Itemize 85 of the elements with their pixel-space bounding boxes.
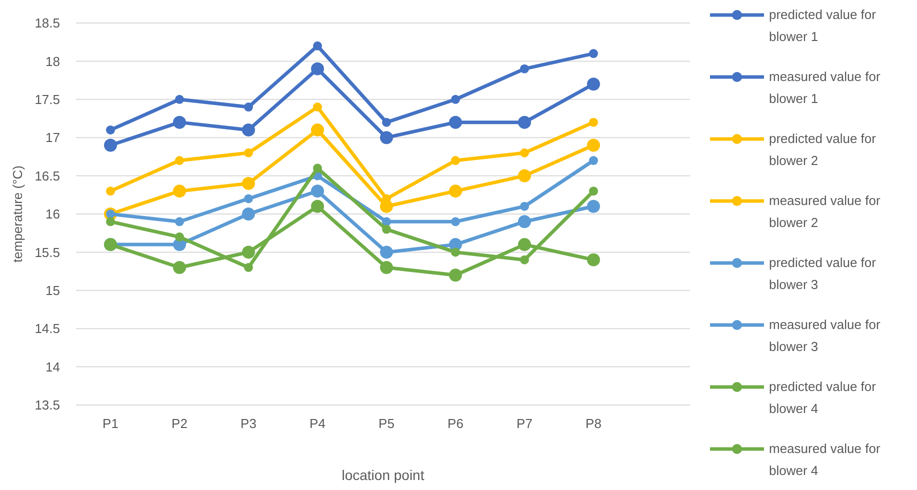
- point: [589, 118, 598, 127]
- point: [449, 116, 462, 129]
- point: [589, 49, 598, 58]
- point: [451, 217, 460, 226]
- y-tick-label: 15: [46, 282, 60, 298]
- point: [380, 131, 393, 144]
- point: [451, 156, 460, 166]
- point: [451, 94, 460, 104]
- point: [520, 64, 529, 74]
- x-tick-label: P4: [310, 416, 326, 431]
- point: [244, 102, 253, 112]
- point: [313, 164, 322, 173]
- legend-label: predicted value for blower 2: [769, 131, 877, 168]
- point: [587, 253, 600, 266]
- y-tick-label: 18: [46, 54, 60, 69]
- y-tick-label: 17.5: [34, 92, 60, 107]
- point: [244, 262, 253, 272]
- y-tick-label: 16: [46, 206, 60, 222]
- y-tick-label: 18.5: [34, 16, 60, 31]
- point: [173, 116, 186, 129]
- legend-label: predicted value for blower 4: [769, 379, 877, 416]
- point: [589, 186, 598, 196]
- point: [380, 260, 393, 274]
- point: [311, 62, 324, 76]
- x-tick-label: P8: [586, 416, 602, 431]
- point: [106, 217, 115, 226]
- x-axis-title: location point: [342, 467, 424, 483]
- x-tick-label: P3: [240, 416, 256, 431]
- x-tick-label: P5: [378, 416, 394, 431]
- legend-label: measured value for blower 1: [769, 69, 881, 106]
- y-tick-label: 17: [46, 130, 60, 146]
- point: [244, 148, 253, 158]
- point: [242, 208, 255, 220]
- point: [244, 194, 253, 204]
- point: [451, 248, 460, 257]
- y-tick-label: 15.5: [34, 244, 60, 260]
- point: [311, 123, 324, 136]
- x-tick-label: P6: [448, 416, 464, 431]
- point: [587, 78, 600, 91]
- point: [587, 200, 600, 213]
- y-axis-title: temperature (°C): [10, 166, 25, 262]
- x-tick-label: P7: [516, 416, 532, 431]
- legend-label: measured value for blower 4: [769, 441, 881, 478]
- point: [313, 41, 322, 50]
- point: [175, 94, 184, 104]
- y-tick-label: 13.5: [34, 398, 60, 413]
- point: [382, 217, 391, 226]
- point: [520, 255, 529, 264]
- point: [449, 184, 462, 198]
- y-tick-label: 16.5: [34, 168, 60, 184]
- point: [242, 246, 255, 259]
- point: [242, 123, 255, 136]
- point: [311, 184, 324, 198]
- point: [175, 156, 184, 166]
- legend-label: predicted value for blower 3: [769, 255, 877, 292]
- point: [173, 260, 186, 274]
- legend-label: predicted value for blower 1: [769, 7, 877, 44]
- point: [106, 125, 115, 134]
- legend-label: measured value for blower 3: [769, 317, 881, 354]
- point: [449, 268, 462, 282]
- point: [518, 238, 531, 252]
- point: [382, 118, 391, 127]
- point: [311, 200, 324, 213]
- point: [173, 184, 186, 198]
- point: [106, 186, 115, 196]
- point: [518, 215, 531, 228]
- x-tick-label: P1: [102, 416, 118, 431]
- point: [520, 202, 529, 211]
- x-tick-label: P2: [172, 416, 188, 431]
- point: [175, 217, 184, 226]
- point: [313, 102, 322, 112]
- point: [589, 156, 598, 166]
- point: [242, 176, 255, 190]
- point: [380, 246, 393, 259]
- point: [518, 116, 531, 129]
- legend-label: measured value for blower 2: [769, 193, 881, 230]
- point: [520, 148, 529, 158]
- point: [104, 138, 117, 152]
- y-tick-label: 14: [46, 359, 60, 374]
- point: [380, 200, 393, 213]
- point: [518, 169, 531, 182]
- point: [175, 232, 184, 242]
- y-tick-label: 14.5: [34, 321, 60, 336]
- point: [587, 138, 600, 152]
- point: [382, 224, 391, 234]
